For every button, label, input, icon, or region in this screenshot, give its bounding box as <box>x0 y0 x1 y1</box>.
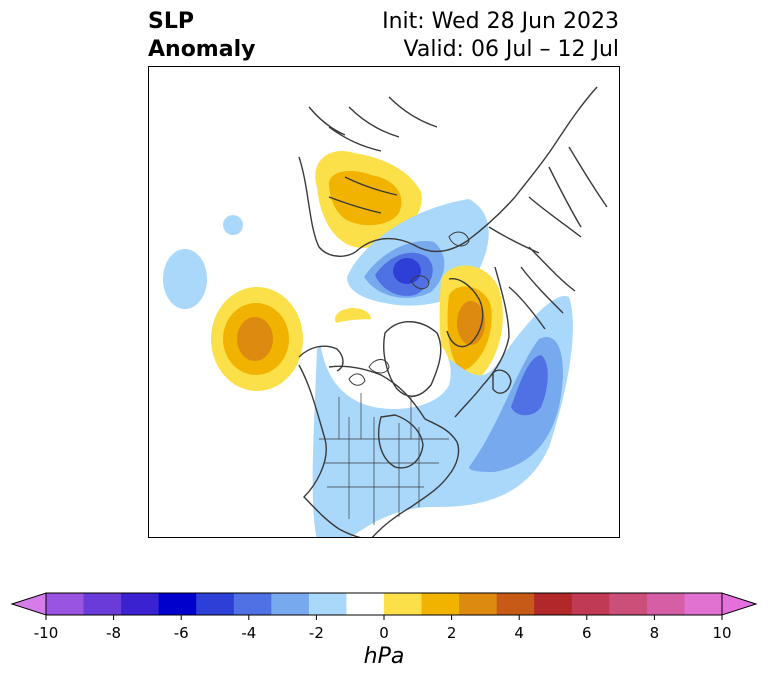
colorbar-tick-label: 0 <box>379 624 389 642</box>
colorbar-tick-label: 4 <box>514 624 524 642</box>
colorbar-segment <box>158 593 197 615</box>
colorbar-segment <box>233 593 272 615</box>
colorbar-segment <box>346 593 385 615</box>
colorbar-segment <box>534 593 573 615</box>
valid-range: Valid: 06 Jul – 12 Jul <box>403 37 619 62</box>
colorbar <box>10 592 758 620</box>
colorbar-segment <box>421 593 460 615</box>
colorbar-tick-label: -8 <box>106 624 122 642</box>
colorbar-over-arrow <box>721 592 758 616</box>
colorbar-tick-label: 10 <box>712 624 732 642</box>
colorbar-segment <box>496 593 535 615</box>
neutral-zone-greenland <box>319 319 451 409</box>
anomaly-fields <box>163 151 573 537</box>
colorbar-tick-label: -2 <box>308 624 324 642</box>
colorbar-segment <box>46 593 85 615</box>
colorbar-segment <box>571 593 610 615</box>
colorbar-segment <box>196 593 235 615</box>
anomaly-scandinavia-high <box>439 265 503 389</box>
colorbar-segment <box>83 593 122 615</box>
title-line-2: Anomaly <box>148 37 256 62</box>
colorbar-segment <box>459 593 498 615</box>
anomaly-pacific-low <box>163 249 207 309</box>
colorbar-unit: hPa <box>363 644 405 669</box>
colorbar-tick-label: -4 <box>241 624 257 642</box>
colorbar-segment <box>271 593 310 615</box>
map-title: SLP Anomaly <box>148 8 255 64</box>
colorbar-segment <box>384 593 423 615</box>
init-date: Init: Wed 28 Jun 2023 <box>382 9 619 34</box>
colorbar-segment <box>646 593 685 615</box>
colorbar-segment <box>684 593 723 615</box>
map-svg <box>163 86 608 537</box>
forecast-dates: Init: Wed 28 Jun 2023 Valid: 06 Jul – 12… <box>382 8 619 64</box>
title-line-1: SLP <box>148 9 194 34</box>
colorbar-tick-label: 2 <box>446 624 457 642</box>
anomaly-pacific-low-small <box>223 215 243 235</box>
colorbar-segment <box>609 593 648 615</box>
colorbar-under-arrow <box>10 592 47 616</box>
colorbar-tick-label: 6 <box>582 624 592 642</box>
map-outlines <box>298 86 608 537</box>
anomaly-siberia-high <box>315 151 422 248</box>
colorbar-segment <box>121 593 160 615</box>
anomaly-north-pacific-high <box>211 287 303 391</box>
colorbar-tick-label: 8 <box>649 624 660 642</box>
colorbar-segment <box>308 593 347 615</box>
map-panel <box>148 66 620 538</box>
colorbar-tick-label: -6 <box>173 624 189 642</box>
colorbar-tick-label: -10 <box>33 624 59 642</box>
